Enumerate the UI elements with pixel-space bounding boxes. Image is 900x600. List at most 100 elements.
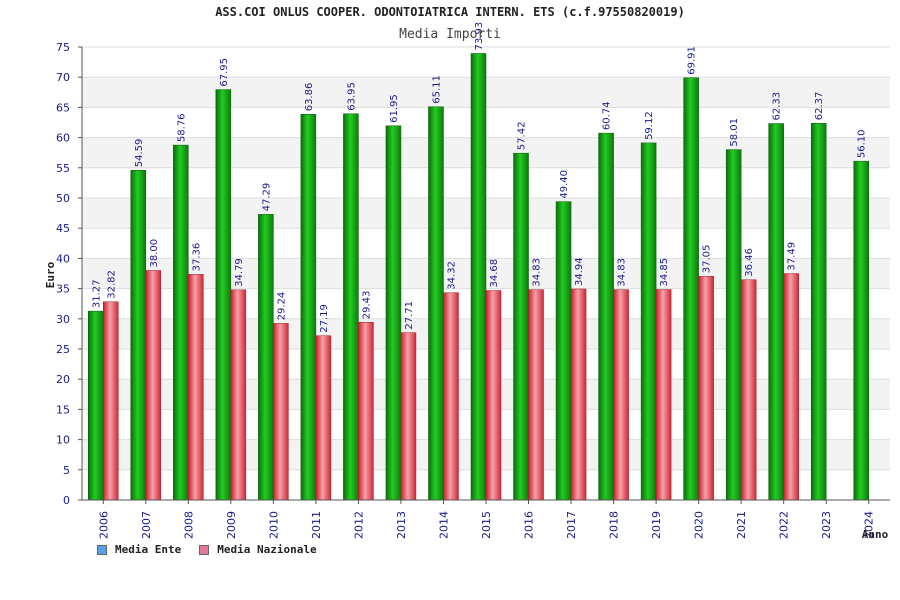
y-tick-label: 10 — [56, 434, 70, 447]
bar-media-ente — [130, 170, 147, 501]
value-label: 58.76 — [176, 113, 187, 142]
bar-media-ente — [173, 144, 189, 501]
value-label: 37.49 — [787, 242, 798, 271]
x-tick-label: 2023 — [820, 511, 833, 539]
value-labels: 31.27 54.59 58.76 67.95 47.29 63.86 63.95 61.95… — [91, 22, 867, 333]
chart-subtitle: Media Importi — [399, 27, 501, 42]
bar-media-nazionale — [145, 270, 162, 501]
value-label: 59.12 — [644, 111, 655, 140]
bar-media-ente — [300, 114, 317, 501]
legend-swatch-nazionale — [199, 544, 210, 555]
bar-media-ente — [470, 53, 487, 501]
value-label: 63.86 — [304, 83, 315, 112]
legend-label-ente: Media Ente — [115, 543, 182, 556]
bars — [88, 53, 869, 501]
bar-media-nazionale — [528, 289, 544, 501]
bar-media-nazionale — [740, 279, 757, 501]
value-label: 63.95 — [346, 82, 357, 111]
bar-media-ente — [215, 89, 232, 501]
bar-media-nazionale — [613, 289, 629, 501]
bar-media-ente — [598, 132, 614, 501]
x-tick-label: 2015 — [480, 511, 493, 539]
bar-media-ente — [640, 142, 657, 501]
x-tick-label: 2010 — [267, 511, 280, 539]
y-tick-label: 75 — [56, 41, 70, 54]
value-label: 61.95 — [389, 94, 400, 123]
legend-item-ente: Media Ente — [97, 543, 181, 556]
bar-media-ente — [768, 123, 784, 501]
bar-media-nazionale — [570, 288, 587, 501]
value-label: 34.32 — [446, 261, 457, 290]
x-tick-label: 2024 — [863, 511, 876, 539]
value-label: 47.29 — [261, 183, 272, 212]
bar-media-nazionale — [783, 273, 799, 501]
y-tick-label: 45 — [56, 222, 70, 235]
x-tick-label: 2019 — [650, 511, 663, 539]
y-tick-label: 5 — [63, 464, 70, 477]
bar-media-ente — [725, 149, 742, 501]
value-label: 34.79 — [234, 258, 245, 287]
x-tick-label: 2008 — [182, 511, 195, 539]
bar-media-nazionale — [485, 290, 502, 501]
bar-media-nazionale — [273, 323, 289, 501]
bar-media-ente — [385, 125, 402, 501]
x-tick-label: 2018 — [608, 511, 621, 539]
value-label: 31.27 — [91, 279, 102, 308]
value-label: 60.74 — [602, 101, 613, 130]
x-tick-label: 2009 — [225, 511, 238, 539]
value-label: 34.85 — [659, 258, 670, 287]
value-label: 54.59 — [134, 139, 145, 168]
chart-title: ASS.COI ONLUS COOPER. ODONTOIATRICA INTE… — [215, 5, 685, 19]
value-label: 36.46 — [744, 248, 755, 277]
value-label: 38.00 — [149, 239, 160, 268]
value-label: 34.94 — [574, 257, 585, 286]
x-tick-label: 2016 — [523, 511, 536, 539]
value-label: 27.19 — [319, 304, 330, 333]
x-ticks: 2006 2007 2008 2009 2010 2011 2012 2013 2014 2015… — [97, 500, 876, 539]
y-tick-label: 50 — [56, 192, 70, 205]
bar-media-ente — [428, 106, 444, 501]
y-tick-label: 15 — [56, 403, 70, 416]
bar-media-nazionale — [315, 335, 332, 501]
legend: Media Ente Media Nazionale — [97, 543, 317, 556]
bar-media-ente — [555, 201, 572, 501]
y-tick-label: 70 — [56, 71, 70, 84]
x-tick-label: 2017 — [565, 511, 578, 539]
x-tick-label: 2020 — [693, 511, 706, 539]
bar-media-ente — [88, 310, 104, 501]
value-label: 56.10 — [857, 130, 868, 159]
legend-swatch-ente — [97, 544, 107, 555]
y-tick-label: 35 — [56, 283, 70, 296]
bar-media-ente — [258, 214, 274, 501]
value-label: 62.33 — [772, 92, 783, 121]
x-tick-label: 2013 — [395, 511, 408, 539]
value-label: 27.71 — [404, 301, 415, 330]
value-label: 58.01 — [729, 118, 740, 147]
y-tick-label: 40 — [56, 252, 70, 265]
value-label: 62.37 — [814, 92, 825, 121]
bar-media-nazionale — [230, 289, 247, 501]
y-ticks: 0 5 10 15 20 25 30 35 40 45 50 55 60 65 70 75 — [56, 41, 82, 507]
bar-media-ente — [513, 152, 529, 501]
bar-media-ente — [853, 160, 869, 501]
value-label: 49.40 — [559, 170, 570, 199]
x-tick-label: 2014 — [437, 511, 450, 539]
value-label: 37.36 — [191, 243, 202, 272]
value-label: 65.11 — [431, 75, 442, 104]
bar-media-nazionale — [188, 274, 204, 501]
y-tick-label: 65 — [56, 101, 70, 114]
value-label: 57.42 — [517, 122, 528, 151]
x-tick-label: 2011 — [310, 511, 323, 539]
x-tick-label: 2022 — [778, 511, 791, 539]
y-axis-label: Euro — [44, 261, 57, 288]
bar-media-nazionale — [400, 332, 417, 501]
bar-media-nazionale — [443, 292, 459, 501]
bar-media-ente — [343, 113, 359, 501]
y-tick-label: 30 — [56, 313, 70, 326]
x-tick-label: 2021 — [735, 511, 748, 539]
value-label: 73.93 — [474, 22, 485, 51]
x-tick-label: 2006 — [97, 511, 110, 539]
value-label: 34.83 — [532, 258, 543, 287]
y-tick-label: 25 — [56, 343, 70, 356]
